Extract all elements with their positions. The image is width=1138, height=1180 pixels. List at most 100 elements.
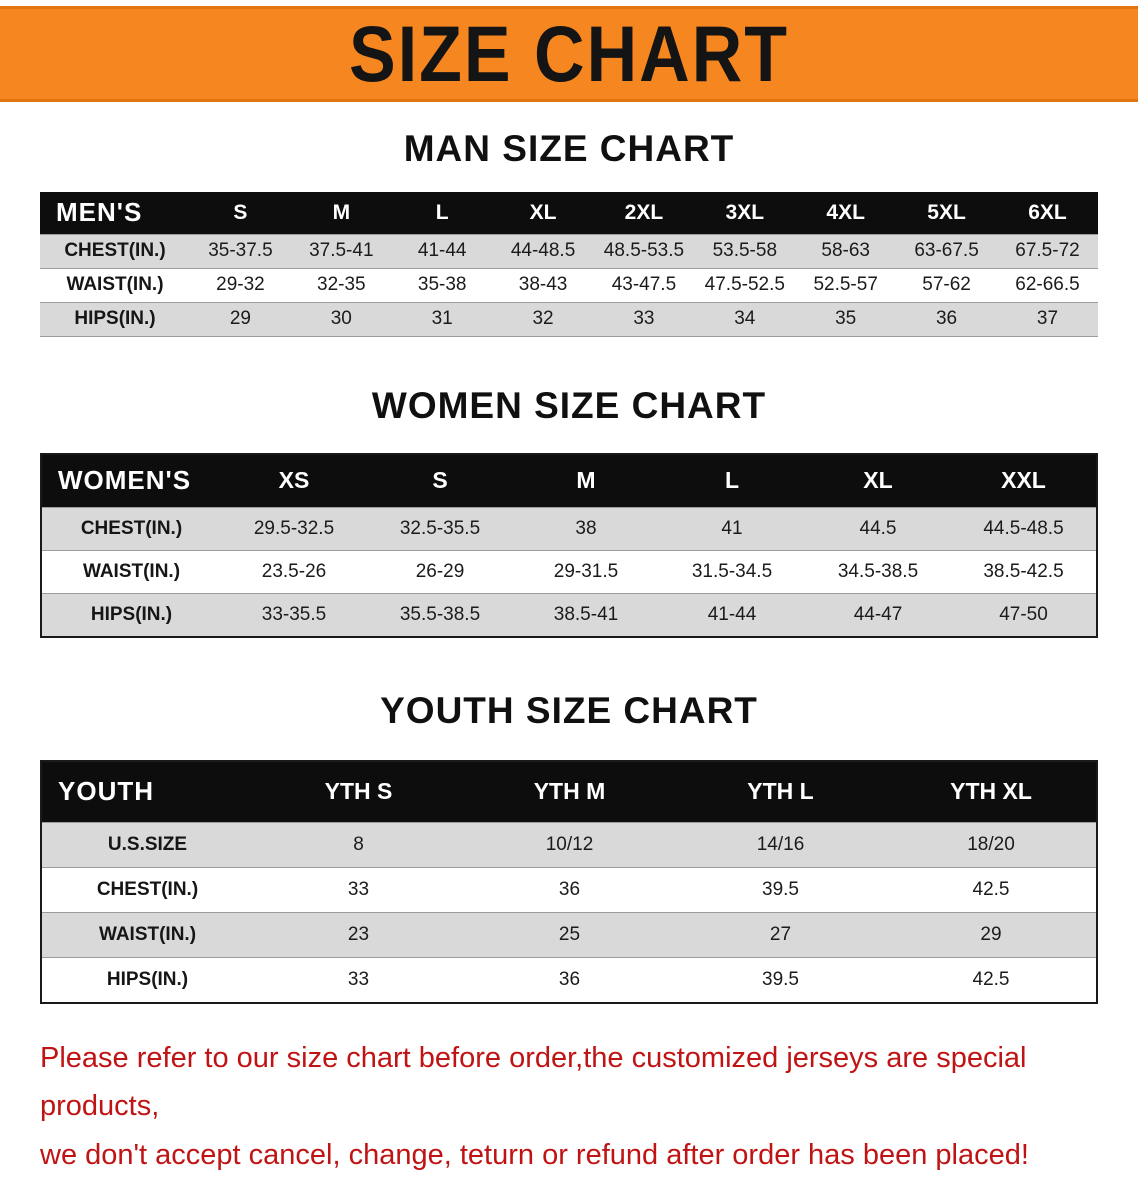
- value-cell: 31.5-34.5: [691, 561, 773, 582]
- size-header-cell: XL: [492, 192, 594, 234]
- value-cell: 57-62: [922, 274, 971, 295]
- youth-section-heading: YOUTH SIZE CHART: [380, 689, 758, 731]
- size-header-cell: S: [190, 192, 291, 234]
- size-header-cell: 2XL: [593, 192, 695, 234]
- value-cell: 35: [835, 308, 857, 329]
- value-cell: 29: [229, 308, 251, 329]
- men-section: MAN SIZE CHART MEN'S S M L XL 2XL 3XL 4XL 5XL 6XL…: [0, 128, 1138, 337]
- size-chart-page: SIZE CHART MAN SIZE CHART MEN'S S M L XL 2XL 3…: [0, 6, 1138, 1180]
- value-cell: 43-47.5: [611, 274, 677, 295]
- size-header-cell: XXL: [951, 453, 1097, 508]
- value-cell: 23.5-26: [261, 561, 327, 582]
- size-header-cell: S: [367, 453, 513, 508]
- value-cell: 32.5-35.5: [399, 518, 481, 539]
- value-cell: 44-47: [853, 603, 903, 625]
- value-cell: 58-63: [821, 240, 870, 261]
- table-header-row: MEN'S S M L XL 2XL 3XL 4XL 5XL 6XL: [40, 192, 1098, 234]
- table-row: WAIST(IN.) 23 25 27 29: [41, 912, 1097, 958]
- youth-section: YOUTH SIZE CHART YOUTH YTH S YTH M YTH L YTH…: [0, 690, 1138, 1004]
- table-row: CHEST(IN.) 33 36 39.5 42.5: [41, 867, 1097, 913]
- table-row: HIPS(IN.) 29 30 31 32 33 34 35 36 37: [40, 302, 1098, 336]
- value-cell: 30: [330, 308, 352, 329]
- value-cell: 42.5: [972, 968, 1010, 990]
- value-cell: 41: [721, 518, 743, 539]
- value-cell: 39.5: [762, 968, 799, 990]
- value-cell: 38: [575, 518, 597, 539]
- size-header-cell: M: [290, 192, 392, 234]
- value-cell: 39.5: [762, 879, 799, 900]
- size-header-cell: XL: [805, 453, 951, 508]
- value-cell: 44.5-48.5: [983, 518, 1064, 539]
- women-size-table: WOMEN'S XS S M L XL XXL CHEST(IN.) 29.5-32.5 32.5…: [40, 452, 1098, 638]
- value-cell: 14/16: [756, 834, 805, 855]
- value-cell: 35.5-38.5: [399, 603, 481, 625]
- value-cell: 26-29: [415, 561, 465, 582]
- size-header-cell: 3XL: [694, 192, 796, 234]
- table-header-row: WOMEN'S XS S M L XL XXL: [41, 453, 1097, 508]
- value-cell: 33: [633, 308, 655, 329]
- table-title-cell: WOMEN'S: [41, 453, 221, 508]
- value-cell: 33: [347, 879, 370, 900]
- value-cell: 8: [353, 834, 364, 855]
- row-label-cell: CHEST(IN.): [64, 240, 166, 261]
- row-label-cell: WAIST(IN.): [82, 561, 181, 582]
- value-cell: 67.5-72: [1015, 240, 1080, 261]
- value-cell: 33: [347, 968, 370, 990]
- row-label-cell: HIPS(IN.): [90, 603, 173, 625]
- disclaimer-line-2: we don't accept cancel, change, teturn o…: [40, 1138, 1029, 1171]
- size-header-cell: L: [659, 453, 805, 508]
- table-row: CHEST(IN.) 35-37.5 37.5-41 41-44 44-48.5 48.5…: [40, 234, 1098, 268]
- size-header-cell: 6XL: [997, 192, 1098, 234]
- women-section: WOMEN SIZE CHART WOMEN'S XS S M L XL XXL CHEST(…: [0, 385, 1138, 638]
- table-title-cell: YOUTH: [41, 760, 253, 823]
- row-label-cell: CHEST(IN.): [80, 518, 183, 539]
- value-cell: 47-50: [999, 603, 1048, 625]
- row-label-cell: U.S.SIZE: [107, 834, 188, 855]
- size-header-cell: M: [513, 453, 659, 508]
- value-cell: 47.5-52.5: [704, 274, 785, 295]
- row-label-cell: HIPS(IN.): [106, 968, 189, 990]
- value-cell: 29: [980, 924, 1002, 945]
- women-section-heading: WOMEN SIZE CHART: [371, 384, 767, 426]
- value-cell: 41-44: [417, 240, 467, 261]
- value-cell: 36: [558, 968, 581, 990]
- value-cell: 38-43: [518, 274, 568, 295]
- size-header-cell: YTH XL: [886, 760, 1097, 823]
- size-header-cell: L: [391, 192, 493, 234]
- table-row: HIPS(IN.) 33-35.5 35.5-38.5 38.5-41 41-44 44-…: [41, 593, 1097, 637]
- value-cell: 25: [558, 924, 581, 945]
- size-header-cell: YTH L: [675, 760, 886, 823]
- value-cell: 36: [558, 879, 581, 900]
- size-header-cell: 4XL: [795, 192, 897, 234]
- row-label-cell: HIPS(IN.): [74, 308, 156, 329]
- page-title: SIZE CHART: [349, 10, 789, 98]
- value-cell: 42.5: [972, 879, 1010, 900]
- value-cell: 29-31.5: [553, 561, 619, 582]
- value-cell: 41-44: [707, 603, 757, 625]
- banner: SIZE CHART: [0, 6, 1138, 102]
- value-cell: 29-32: [216, 274, 265, 295]
- value-cell: 52.5-57: [813, 274, 878, 295]
- size-header-cell: XS: [221, 453, 367, 508]
- men-section-heading: MAN SIZE CHART: [403, 128, 735, 169]
- row-label-cell: CHEST(IN.): [96, 879, 199, 900]
- table-header-row: YOUTH YTH S YTH M YTH L YTH XL: [41, 760, 1097, 823]
- value-cell: 34.5-38.5: [837, 561, 919, 582]
- youth-size-table: YOUTH YTH S YTH M YTH L YTH XL U.S.SIZE 8 10/12…: [40, 759, 1098, 1004]
- value-cell: 36: [935, 308, 958, 329]
- value-cell: 62-66.5: [1015, 274, 1080, 295]
- value-cell: 38.5-42.5: [983, 561, 1064, 582]
- value-cell: 37.5-41: [309, 240, 374, 261]
- table-row: CHEST(IN.) 29.5-32.5 32.5-35.5 38 41 44.5 44.5…: [41, 507, 1097, 551]
- size-header-cell: YTH S: [253, 760, 464, 823]
- value-cell: 35-38: [417, 274, 467, 295]
- value-cell: 44-48.5: [510, 240, 576, 261]
- value-cell: 63-67.5: [914, 240, 979, 261]
- value-cell: 29.5-32.5: [253, 518, 335, 539]
- value-cell: 32-35: [317, 274, 366, 295]
- value-cell: 31: [431, 308, 453, 329]
- table-row: U.S.SIZE 8 10/12 14/16 18/20: [41, 822, 1097, 868]
- value-cell: 38.5-41: [553, 603, 619, 625]
- row-label-cell: WAIST(IN.): [98, 924, 197, 945]
- size-header-cell: YTH M: [464, 760, 675, 823]
